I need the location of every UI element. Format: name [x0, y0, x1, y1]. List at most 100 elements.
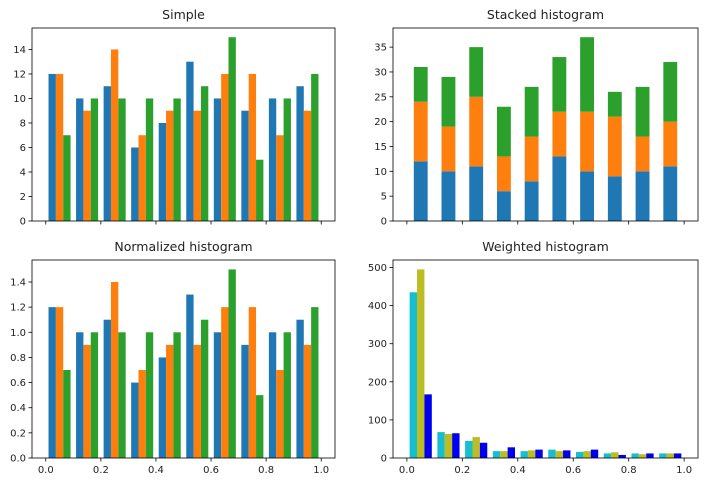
bar — [55, 73, 64, 221]
bar — [413, 101, 428, 162]
bar — [63, 370, 71, 458]
y-tick-label: 10 — [13, 94, 26, 105]
bar — [76, 98, 84, 221]
bar — [469, 166, 484, 221]
bar — [437, 432, 445, 458]
y-tick-label: 35 — [374, 43, 387, 54]
bar — [241, 110, 249, 221]
bar — [296, 86, 304, 222]
x-tick-label: 0.2 — [93, 465, 109, 476]
bar — [118, 98, 126, 221]
bar — [635, 86, 650, 137]
bar — [48, 307, 56, 458]
y-tick-label: 25 — [374, 92, 387, 103]
bar — [441, 76, 456, 127]
x-tick-label: 0.4 — [148, 465, 164, 476]
bar — [268, 98, 277, 221]
y-tick-label: 20 — [374, 117, 387, 128]
bar — [83, 344, 91, 458]
y-tick-label: 300 — [368, 339, 387, 350]
y-tick-label: 0 — [381, 217, 387, 228]
bar — [552, 156, 567, 221]
bar — [580, 171, 595, 221]
bar — [524, 136, 539, 182]
bar — [221, 307, 229, 458]
y-tick-label: 0.4 — [10, 403, 26, 414]
bar — [110, 49, 119, 221]
bar — [103, 86, 111, 222]
bar — [618, 454, 626, 458]
axes-frame — [31, 259, 336, 459]
bar — [663, 166, 678, 221]
bar — [603, 453, 612, 458]
bar — [103, 319, 111, 458]
bar — [55, 307, 64, 458]
y-tick-label: 4 — [20, 167, 26, 178]
bar — [221, 73, 229, 221]
bar — [200, 86, 209, 222]
bar — [666, 453, 674, 458]
bar — [469, 96, 484, 167]
y-tick-label: 0.8 — [10, 353, 26, 364]
bar — [500, 451, 508, 458]
y-tick-label: 0.0 — [10, 454, 26, 465]
y-tick-label: 2 — [20, 192, 26, 203]
bar — [193, 110, 201, 221]
bar — [228, 269, 236, 458]
bar — [110, 282, 119, 458]
bar — [631, 453, 639, 458]
y-tick-label: 400 — [368, 301, 387, 312]
bar — [663, 62, 678, 122]
bar — [131, 147, 139, 221]
bar — [496, 106, 511, 157]
bar — [607, 91, 622, 117]
bar — [131, 382, 139, 458]
y-tick-label: 5 — [381, 192, 387, 203]
bar — [83, 110, 91, 221]
bar — [193, 344, 201, 458]
bar — [145, 98, 154, 221]
x-tick-label: 1.0 — [676, 465, 692, 476]
bar — [268, 332, 277, 458]
bar — [555, 451, 564, 458]
bar — [417, 269, 425, 458]
x-tick-label: 0.6 — [203, 465, 219, 476]
bar — [424, 394, 432, 458]
bar — [607, 176, 622, 221]
bar — [659, 453, 667, 458]
bar — [303, 110, 312, 221]
bar — [496, 156, 511, 192]
bar — [276, 370, 284, 458]
panel-title: Weighted histogram — [482, 239, 609, 254]
panel-title: Normalized histogram — [114, 239, 252, 254]
bar — [535, 449, 543, 458]
bar — [583, 451, 591, 458]
bar — [90, 332, 99, 458]
bar — [241, 344, 249, 458]
bar — [200, 319, 209, 458]
bar — [524, 181, 539, 221]
bar — [213, 98, 222, 221]
y-tick-label: 10 — [374, 167, 387, 178]
x-tick-label: 0.6 — [565, 465, 581, 476]
bar — [76, 332, 84, 458]
y-tick-label: 1.2 — [10, 303, 26, 314]
y-tick-label: 1.4 — [10, 278, 26, 289]
bar — [496, 191, 511, 221]
x-tick-label: 0.8 — [258, 465, 274, 476]
bar — [663, 121, 678, 167]
bar — [673, 453, 682, 458]
bar — [524, 86, 539, 137]
bar — [552, 57, 567, 112]
bar — [452, 433, 460, 458]
bar — [63, 135, 71, 221]
bar — [469, 47, 484, 97]
bar — [173, 332, 181, 458]
bar — [186, 61, 194, 222]
bar — [520, 451, 528, 458]
y-tick-label: 14 — [13, 45, 26, 56]
bar — [256, 395, 264, 458]
bar — [138, 370, 146, 458]
y-tick-label: 1.0 — [10, 328, 26, 339]
